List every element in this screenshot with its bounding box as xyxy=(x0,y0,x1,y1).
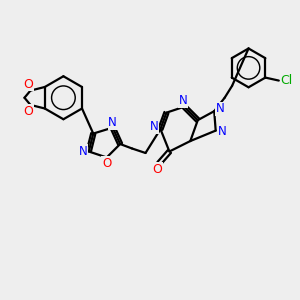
Text: N: N xyxy=(216,102,224,115)
Text: O: O xyxy=(23,105,33,118)
Text: O: O xyxy=(152,163,162,176)
Text: N: N xyxy=(150,120,159,133)
Text: N: N xyxy=(108,116,117,129)
Text: O: O xyxy=(23,77,33,91)
Text: N: N xyxy=(218,125,226,138)
Text: N: N xyxy=(178,94,187,107)
Text: O: O xyxy=(102,157,111,170)
Text: Cl: Cl xyxy=(280,74,292,87)
Text: N: N xyxy=(79,145,88,158)
